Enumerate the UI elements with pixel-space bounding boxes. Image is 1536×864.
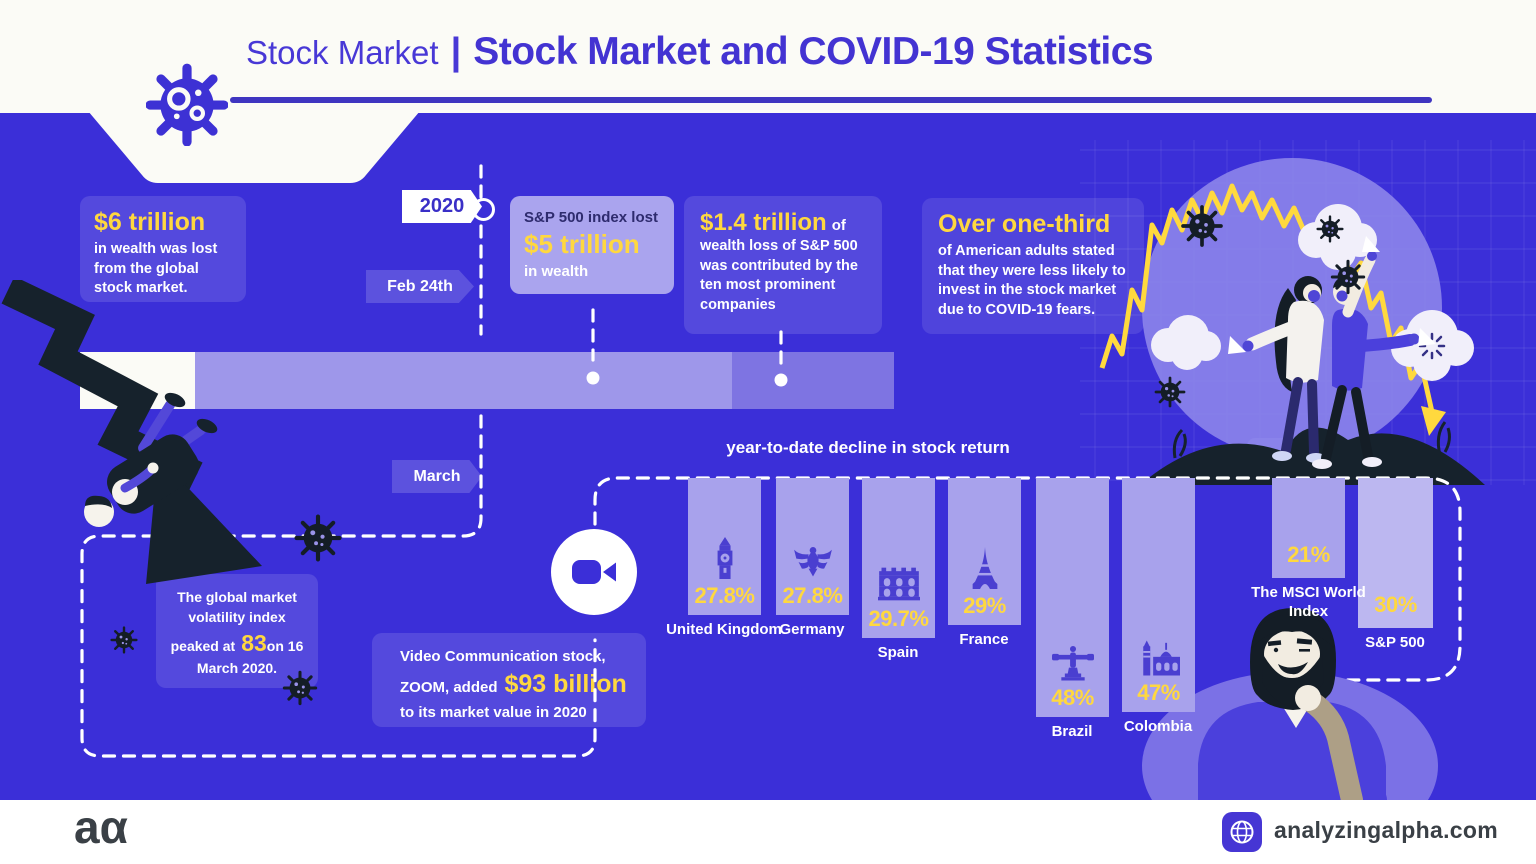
year-badge: 2020 xyxy=(402,190,482,223)
bar-value: 21% xyxy=(1287,542,1330,567)
top-companies-text: wealth loss of S&P 500 was contributed b… xyxy=(700,238,858,313)
bar-value: 27.8% xyxy=(782,583,843,608)
wealth-lost-callout: $6 trillion in wealth was lost from the … xyxy=(80,196,246,302)
bar-label-msci: The MSCI World Index xyxy=(1251,584,1366,620)
header-divider xyxy=(230,97,1432,103)
zoom-stock-callout: Video Communication stock, ZOOM, added $9… xyxy=(372,633,646,727)
bar-value: 29.7% xyxy=(868,606,929,631)
virus-icon xyxy=(1330,259,1366,295)
sp500-loss-intro: S&P 500 index lost xyxy=(524,209,658,226)
header-notch-shape xyxy=(88,111,420,183)
zoom-text: to its market value in 2020 xyxy=(400,704,587,721)
background-grid xyxy=(1080,140,1536,485)
volatility-callout: The global market volatility index peake… xyxy=(156,574,318,688)
title-main: Stock Market and COVID-19 Statistics xyxy=(473,30,1154,73)
feb-24-badge: Feb 24th xyxy=(366,270,474,303)
sp500-loss-value: $5 trillion xyxy=(524,229,640,260)
eiffel-tower-icon xyxy=(972,547,997,589)
virus-icon xyxy=(110,626,138,654)
march-badge: March xyxy=(392,460,482,493)
bar-label-brazil: Brazil xyxy=(1051,723,1093,740)
title-separator: | xyxy=(450,31,462,73)
one-third-value: Over one-third xyxy=(938,210,1111,238)
crash-arrowhead xyxy=(146,456,262,584)
german-eagle-icon xyxy=(793,547,832,577)
page-title: Stock Market | Stock Market and COVID-19… xyxy=(246,30,1154,74)
stock-line xyxy=(1099,183,1435,413)
aqueduct-icon xyxy=(877,567,920,601)
chart-bar-colombia: 47% xyxy=(1122,478,1195,712)
timeline-segment-march xyxy=(732,352,894,409)
sp500-loss-callout: S&P 500 index lost $5 trillion in wealth xyxy=(510,196,674,294)
footer-band xyxy=(0,800,1536,864)
volatility-line: peaked at 83on 16 March 2020. xyxy=(170,630,304,677)
video-camera-icon xyxy=(572,560,616,584)
cathedral-icon xyxy=(1142,640,1180,676)
big-ben-icon xyxy=(717,537,732,579)
wealth-lost-text: in wealth was lost from the global stock… xyxy=(94,241,218,297)
bar-value: 29% xyxy=(963,593,1006,618)
top-companies-value: $1.4 trillion xyxy=(700,209,827,236)
one-third-text: of American adults stated that they were… xyxy=(938,243,1126,318)
wealth-lost-value: $6 trillion xyxy=(94,208,206,236)
down-arrowhead xyxy=(1421,406,1446,436)
volatility-value: 83 xyxy=(241,630,267,657)
market-crash-scene-illustration xyxy=(1080,140,1536,485)
volatility-intro: The global market volatility index xyxy=(177,589,297,625)
bar-label-france: France xyxy=(959,631,1009,648)
christ-the-redeemer-icon xyxy=(1051,645,1094,681)
top-companies-callout: $1.4 trillion of wealth loss of S&P 500 w… xyxy=(684,196,882,334)
virus-icon xyxy=(297,517,340,560)
zoom-line: ZOOM, added $93 billion xyxy=(400,670,627,698)
coronavirus-icon xyxy=(146,63,228,146)
title-category: Stock Market xyxy=(246,34,439,71)
one-third-callout: Over one-third of American adults stated… xyxy=(922,198,1144,334)
analyzing-alpha-logo: aα xyxy=(74,801,128,853)
website-url: analyzingalpha.com xyxy=(1274,817,1498,843)
bar-label-germany: Germany xyxy=(779,621,845,638)
top-companies-connector: of xyxy=(831,217,846,234)
chart-bar-brazil: 48% xyxy=(1036,478,1109,717)
virus-icon xyxy=(1181,205,1223,247)
chart-bar-united-kingdom: 27.8% xyxy=(688,478,761,615)
chart-bar-spain: 29.7% xyxy=(862,478,935,638)
zoom-video-icon xyxy=(551,529,637,615)
globe-icon xyxy=(1222,812,1262,852)
zoom-intro: Video Communication stock, xyxy=(400,648,606,665)
timeline-segment-feb xyxy=(195,352,732,409)
virus-icon xyxy=(1154,376,1186,408)
sp500-loss-text: in wealth xyxy=(524,263,589,281)
zoom-value: $93 billion xyxy=(504,670,627,698)
bar-label-colombia: Colombia xyxy=(1123,718,1193,735)
bar-value: 47% xyxy=(1137,680,1180,705)
chart-bar-germany: 27.8% xyxy=(776,478,849,615)
header-band xyxy=(0,0,1536,113)
bar-value: 27.8% xyxy=(694,583,755,608)
bar-value: 48% xyxy=(1051,685,1094,710)
bar-label-sp500: S&P 500 xyxy=(1365,634,1425,651)
chart-title: year-to-date decline in stock return xyxy=(726,438,1010,457)
timeline-segment-start xyxy=(80,352,195,409)
chart-bar-france: 29% xyxy=(948,478,1021,625)
chart-bar-msci-world-index: 21% xyxy=(1272,478,1345,578)
